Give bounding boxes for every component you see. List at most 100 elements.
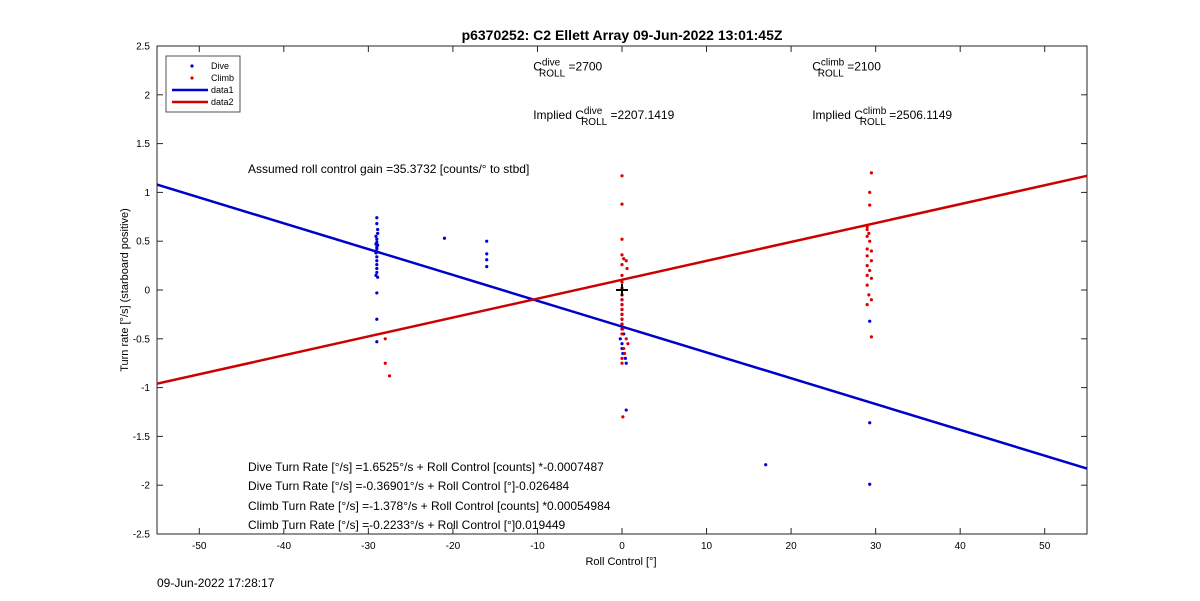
climb-point [622,351,627,356]
dive-point [375,255,379,259]
dive-point [375,222,379,226]
dive-point [624,408,628,412]
legend-data2-label: data2 [211,97,234,107]
axis-ticks [157,45,1087,535]
dive-point [618,337,622,341]
y-tick-label: -0.5 [133,334,151,345]
dive-point [375,291,379,295]
dive-point [868,319,872,323]
climb-point [867,231,871,235]
dive-point [624,361,628,365]
dive-point [485,264,489,269]
dive-point [374,234,378,238]
climb-point [865,247,869,251]
dive-point [375,216,379,220]
x-tick-label: 50 [1039,541,1051,552]
fit-line-data1 [156,183,1088,470]
climb-point [620,280,624,284]
legend-dive-label: Dive [211,61,229,71]
legend-data1-label: data1 [211,85,234,95]
dive-point [868,482,872,486]
climb-point [620,263,624,267]
climb-point [868,190,872,194]
climb-point [620,332,624,336]
climb-point [868,239,872,243]
x-tick-label: -50 [192,541,207,552]
y-axis-label: Turn rate [°/s] (starboard positive) [119,208,131,372]
chart-title: p6370252: C2 Ellett Array 09-Jun-2022 13… [462,27,783,43]
annotation-implied-climb: Implied Cclimb ROLL =2506.1149 [812,106,952,128]
climb-point [865,224,869,229]
climb-point [868,203,872,207]
x-axis-label: Roll Control [°] [585,556,656,568]
climb-point [620,298,624,302]
fit-text-3: Climb Turn Rate [°/s] =-1.378°/s + Roll … [248,499,611,513]
y-tick-label: -1 [141,383,150,394]
climb-point [869,171,874,175]
climb-point [869,259,874,263]
x-tick-label: 10 [701,541,713,552]
y-tick-labels: 2.5 2 1.5 1 0.5 0 -0.5 -1 -1.5 -2 -2.5 [133,42,151,541]
y-tick-label: -2.5 [133,530,151,541]
climb-point [621,415,625,419]
dive-point [376,227,380,232]
gain-annotation: Assumed roll control gain =35.3732 [coun… [248,162,529,176]
x-tick-label: 20 [786,541,798,552]
y-tick-label: 0.5 [136,237,150,248]
legend-climb-marker [190,76,194,80]
climb-point [383,361,387,365]
climb-point [620,273,624,277]
climb-point [625,266,629,271]
x-tick-labels: -50 -40 -30 -20 -10 0 10 20 30 40 50 [192,541,1051,552]
footer-timestamp: 09-Jun-2022 17:28:17 [157,576,275,590]
y-tick-label: 2 [144,90,150,101]
climb-point [624,259,628,263]
dive-point [442,236,447,240]
y-tick-label: -1.5 [133,432,151,443]
climb-point [626,342,630,346]
climb-point [620,317,624,321]
dive-point [375,317,379,321]
dive-point [764,463,768,467]
x-tick-label: -20 [446,541,461,552]
y-tick-label: 0 [144,286,150,297]
dive-point [868,421,872,425]
y-tick-label: 1.5 [136,139,150,150]
x-tick-label: -40 [277,541,292,552]
dive-point [375,270,379,275]
climb-point [865,303,869,307]
legend: Dive Climb data1 data2 [165,55,241,113]
x-tick-label: 0 [619,541,625,552]
x-tick-label: 30 [870,541,882,552]
climb-point [620,312,624,316]
dive-point [620,342,624,346]
annotation-c-dive: Cdive ROLL =2700 [533,57,602,79]
fit-text-4: Climb Turn Rate [°/s] =-0.2233°/s + Roll… [248,518,566,532]
x-tick-label: 40 [955,541,967,552]
dive-point [375,266,379,271]
climb-point [865,227,869,232]
climb-point [387,374,392,378]
dive-point [374,251,378,255]
dive-point [485,252,489,256]
dive-point [376,275,380,279]
climb-point [620,303,624,307]
dive-point [375,340,379,344]
climb-point [867,293,871,297]
fit-line-data2 [156,174,1088,385]
fit-text-1: Dive Turn Rate [°/s] =1.6525°/s + Roll C… [248,460,604,474]
climb-point [620,307,624,312]
climb-point [869,335,874,339]
climb-point [620,253,624,257]
climb-point [865,234,869,238]
data-points [374,171,874,486]
climb-point [620,174,624,178]
annotation-c-climb: Cclimb ROLL =2100 [812,57,881,79]
climb-point [620,361,624,365]
climb-point [865,264,869,268]
climb-point [621,327,625,331]
climb-point [865,273,869,277]
annotations: Cdive ROLL =2700 Cclimb ROLL =2100 Implied C… [533,57,952,128]
climb-point [622,346,626,351]
